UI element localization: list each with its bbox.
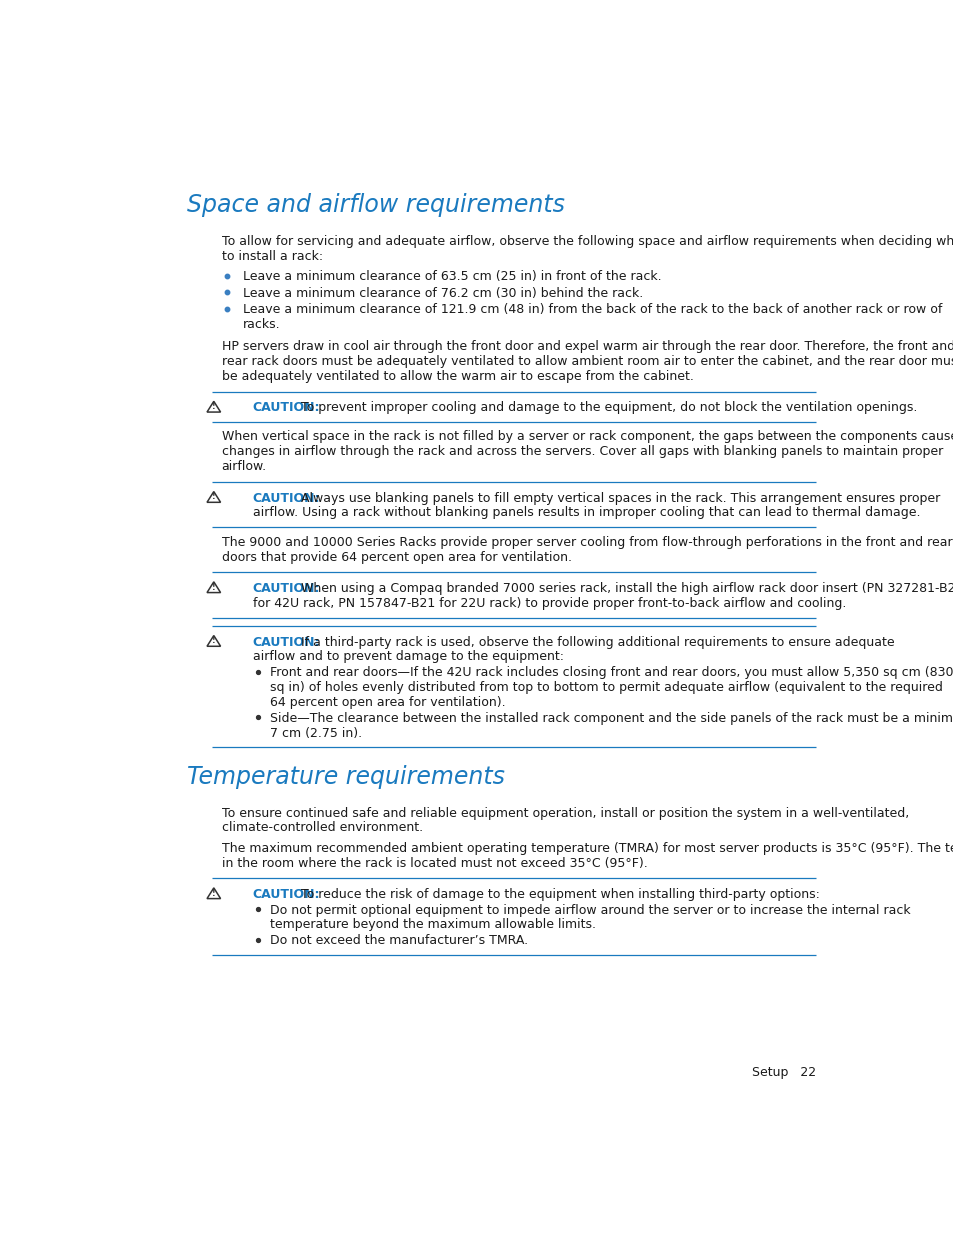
- Text: Side—The clearance between the installed rack component and the side panels of t: Side—The clearance between the installed…: [270, 711, 953, 725]
- Text: !: !: [212, 889, 215, 898]
- Text: airflow and to prevent damage to the equipment:: airflow and to prevent damage to the equ…: [253, 651, 563, 663]
- Text: Always use blanking panels to fill empty vertical spaces in the rack. This arran: Always use blanking panels to fill empty…: [300, 492, 939, 505]
- Text: to install a rack:: to install a rack:: [221, 249, 322, 263]
- Text: in the room where the rack is located must not exceed 35°C (95°F).: in the room where the rack is located mu…: [221, 857, 647, 869]
- Text: !: !: [212, 493, 215, 501]
- Text: !: !: [212, 403, 215, 411]
- Text: Leave a minimum clearance of 76.2 cm (30 in) behind the rack.: Leave a minimum clearance of 76.2 cm (30…: [243, 287, 643, 300]
- Text: Do not permit optional equipment to impede airflow around the server or to incre: Do not permit optional equipment to impe…: [270, 904, 909, 916]
- Text: Do not exceed the manufacturer’s TMRA.: Do not exceed the manufacturer’s TMRA.: [270, 934, 527, 947]
- Text: To allow for servicing and adequate airflow, observe the following space and air: To allow for servicing and adequate airf…: [221, 235, 953, 248]
- Text: To reduce the risk of damage to the equipment when installing third-party option: To reduce the risk of damage to the equi…: [300, 888, 819, 900]
- Text: doors that provide 64 percent open area for ventilation.: doors that provide 64 percent open area …: [221, 551, 571, 563]
- Text: When vertical space in the rack is not filled by a server or rack component, the: When vertical space in the rack is not f…: [221, 431, 953, 443]
- Text: CAUTION:: CAUTION:: [253, 492, 319, 505]
- Text: airflow. Using a rack without blanking panels results in improper cooling that c: airflow. Using a rack without blanking p…: [253, 506, 919, 520]
- Text: If a third-party rack is used, observe the following additional requirements to : If a third-party rack is used, observe t…: [300, 636, 893, 648]
- Text: sq in) of holes evenly distributed from top to bottom to permit adequate airflow: sq in) of holes evenly distributed from …: [270, 680, 942, 694]
- Text: To prevent improper cooling and damage to the equipment, do not block the ventil: To prevent improper cooling and damage t…: [300, 401, 916, 414]
- Text: !: !: [212, 636, 215, 646]
- Text: Temperature requirements: Temperature requirements: [187, 764, 505, 789]
- Text: !: !: [212, 583, 215, 592]
- Text: When using a Compaq branded 7000 series rack, install the high airflow rack door: When using a Compaq branded 7000 series …: [300, 582, 953, 595]
- Text: Leave a minimum clearance of 63.5 cm (25 in) in front of the rack.: Leave a minimum clearance of 63.5 cm (25…: [243, 270, 661, 283]
- Text: airflow.: airflow.: [221, 461, 267, 473]
- Text: 64 percent open area for ventilation).: 64 percent open area for ventilation).: [270, 697, 505, 709]
- Text: temperature beyond the maximum allowable limits.: temperature beyond the maximum allowable…: [270, 919, 595, 931]
- Text: CAUTION:: CAUTION:: [253, 401, 319, 414]
- Text: changes in airflow through the rack and across the servers. Cover all gaps with : changes in airflow through the rack and …: [221, 446, 942, 458]
- Text: HP servers draw in cool air through the front door and expel warm air through th: HP servers draw in cool air through the …: [221, 340, 953, 353]
- Text: Leave a minimum clearance of 121.9 cm (48 in) from the back of the rack to the b: Leave a minimum clearance of 121.9 cm (4…: [243, 304, 942, 316]
- Text: Front and rear doors—If the 42U rack includes closing front and rear doors, you : Front and rear doors—If the 42U rack inc…: [270, 666, 952, 679]
- Text: The 9000 and 10000 Series Racks provide proper server cooling from flow-through : The 9000 and 10000 Series Racks provide …: [221, 536, 951, 548]
- Text: rear rack doors must be adequately ventilated to allow ambient room air to enter: rear rack doors must be adequately venti…: [221, 356, 953, 368]
- Text: CAUTION:: CAUTION:: [253, 888, 319, 900]
- Text: The maximum recommended ambient operating temperature (TMRA) for most server pro: The maximum recommended ambient operatin…: [221, 841, 953, 855]
- Text: be adequately ventilated to allow the warm air to escape from the cabinet.: be adequately ventilated to allow the wa…: [221, 370, 693, 383]
- Text: CAUTION:: CAUTION:: [253, 582, 319, 595]
- Text: To ensure continued safe and reliable equipment operation, install or position t: To ensure continued safe and reliable eq…: [221, 806, 908, 820]
- Text: Space and airflow requirements: Space and airflow requirements: [187, 193, 565, 217]
- Text: climate-controlled environment.: climate-controlled environment.: [221, 821, 422, 835]
- Text: Setup   22: Setup 22: [751, 1066, 815, 1079]
- Text: for 42U rack, PN 157847-B21 for 22U rack) to provide proper front-to-back airflo: for 42U rack, PN 157847-B21 for 22U rack…: [253, 597, 845, 610]
- Text: 7 cm (2.75 in).: 7 cm (2.75 in).: [270, 726, 361, 740]
- Text: racks.: racks.: [243, 319, 280, 331]
- Text: CAUTION:: CAUTION:: [253, 636, 319, 648]
